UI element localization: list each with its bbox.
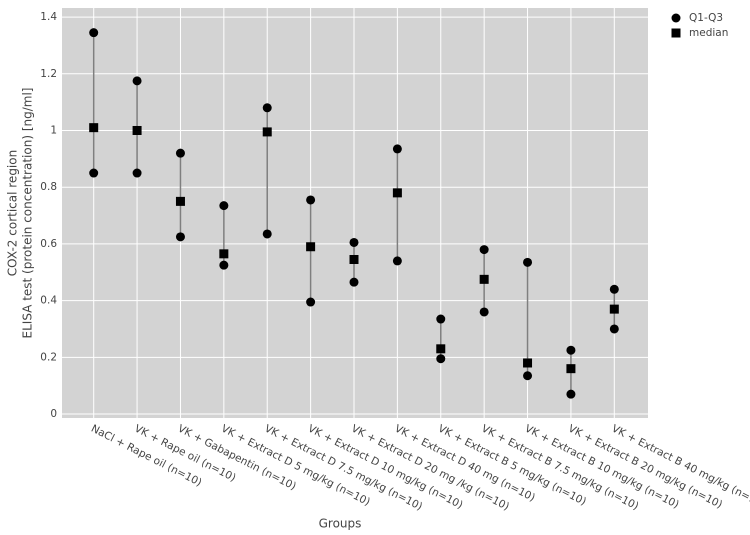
q1-point xyxy=(566,389,576,399)
plot-background xyxy=(62,8,648,418)
median-point xyxy=(566,364,576,374)
y-axis-title: COX-2 cortical region xyxy=(6,150,20,276)
q3-point xyxy=(392,144,402,154)
median-point xyxy=(306,242,316,252)
q1-point xyxy=(132,168,142,178)
median-point xyxy=(479,274,489,284)
q3-point xyxy=(262,103,272,113)
median-point xyxy=(132,125,142,135)
q3-point xyxy=(219,201,229,211)
median-point xyxy=(523,358,533,368)
legend-marker xyxy=(671,28,681,38)
q1-point xyxy=(392,256,402,266)
y-tick-label: 1.2 xyxy=(40,68,57,80)
median-point xyxy=(436,344,446,354)
q1-point xyxy=(349,277,359,287)
y-tick-label: 1.4 xyxy=(40,11,57,23)
y-tick-label: 0 xyxy=(50,408,57,420)
median-point xyxy=(262,127,272,137)
legend-label: median xyxy=(689,27,728,39)
y-axis-title: ELISA test (protein concentration) [ng/m… xyxy=(21,88,35,339)
legend-label: Q1-Q3 xyxy=(689,12,723,24)
median-point xyxy=(609,304,619,314)
q3-point xyxy=(436,314,446,324)
q1-point xyxy=(436,354,446,364)
q1-point xyxy=(219,260,229,270)
median-point xyxy=(89,123,99,133)
q1-point xyxy=(479,307,489,317)
legend-marker xyxy=(671,13,681,23)
y-tick-label: 0.8 xyxy=(40,181,57,193)
y-tick-label: 0.6 xyxy=(40,238,57,250)
q3-point xyxy=(349,237,359,247)
q1-point xyxy=(306,297,316,307)
q3-point xyxy=(175,148,185,158)
q3-point xyxy=(609,284,619,294)
q1-point xyxy=(262,229,272,239)
q1-point xyxy=(89,168,99,178)
median-point xyxy=(219,249,229,259)
median-point xyxy=(175,196,185,206)
q1-point xyxy=(523,371,533,381)
median-point xyxy=(392,188,402,198)
q1-point xyxy=(175,232,185,242)
median-point xyxy=(349,255,359,265)
q3-point xyxy=(306,195,316,205)
q3-point xyxy=(89,28,99,38)
y-tick-label: 0.4 xyxy=(40,295,57,307)
q3-point xyxy=(132,76,142,86)
y-tick-label: 1 xyxy=(50,124,57,136)
q3-point xyxy=(566,345,576,355)
y-tick-label: 0.2 xyxy=(40,351,57,363)
q3-point xyxy=(523,257,533,267)
x-axis-title: Groups xyxy=(319,517,362,531)
q3-point xyxy=(479,245,489,255)
q1-point xyxy=(609,324,619,334)
